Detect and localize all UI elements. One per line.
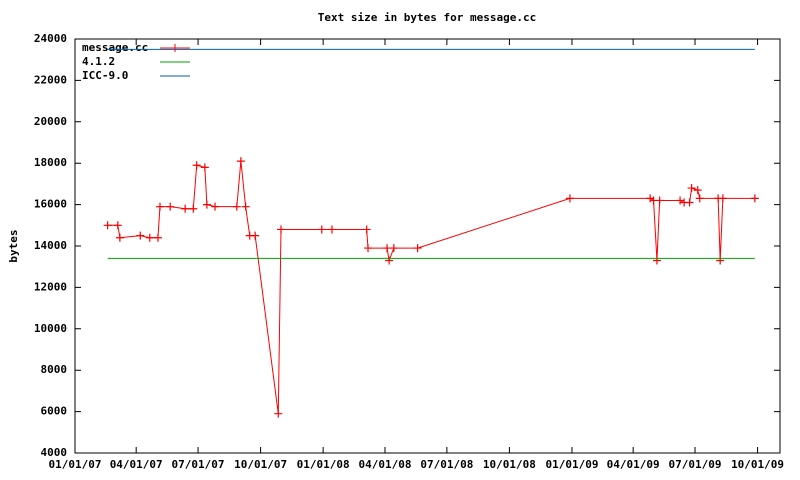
y-tick-label: 24000 <box>34 32 67 45</box>
data-point <box>687 184 696 193</box>
x-tick-label: 07/01/07 <box>172 458 225 471</box>
data-point <box>274 409 283 418</box>
y-tick-label: 10000 <box>34 322 67 335</box>
data-point <box>145 233 154 242</box>
data-point <box>189 204 198 213</box>
x-tick-label: 10/01/09 <box>731 458 784 471</box>
y-axis-label: bytes <box>7 229 20 262</box>
data-point <box>241 202 250 211</box>
series-line <box>107 161 755 414</box>
data-point <box>155 202 164 211</box>
data-point <box>364 244 373 253</box>
legend-label: ICC-9.0 <box>82 69 128 82</box>
data-point <box>565 194 574 203</box>
data-point <box>676 196 685 205</box>
x-tick-label: 10/01/07 <box>234 458 287 471</box>
x-tick-label: 07/01/08 <box>420 458 473 471</box>
data-point <box>202 200 211 209</box>
x-tick-label: 07/01/09 <box>669 458 722 471</box>
data-point <box>153 233 162 242</box>
data-point <box>103 221 112 230</box>
y-tick-label: 22000 <box>34 73 67 86</box>
legend-label: 4.1.2 <box>82 55 115 68</box>
y-tick-label: 18000 <box>34 156 67 169</box>
data-point <box>317 225 326 234</box>
data-point <box>716 256 725 265</box>
y-tick-label: 4000 <box>41 446 68 459</box>
data-point <box>166 202 175 211</box>
x-tick-label: 01/01/07 <box>49 458 102 471</box>
data-point <box>383 244 392 253</box>
legend-label: message.cc <box>82 41 148 54</box>
data-point <box>693 186 702 195</box>
data-point <box>276 225 285 234</box>
data-point <box>362 225 371 234</box>
x-tick-label: 01/01/08 <box>297 458 350 471</box>
data-point <box>251 231 260 240</box>
y-tick-label: 16000 <box>34 198 67 211</box>
data-point <box>232 202 241 211</box>
chart-title: Text size in bytes for message.cc <box>318 11 537 24</box>
x-tick-label: 04/01/07 <box>110 458 163 471</box>
data-point <box>750 194 759 203</box>
data-point <box>655 196 664 205</box>
data-point <box>695 194 704 203</box>
y-tick-label: 12000 <box>34 280 67 293</box>
y-tick-label: 8000 <box>41 363 68 376</box>
x-tick-label: 10/01/08 <box>483 458 536 471</box>
x-tick-label: 04/01/08 <box>359 458 412 471</box>
y-tick-label: 14000 <box>34 239 67 252</box>
data-point <box>192 161 201 170</box>
data-point <box>718 194 727 203</box>
data-point <box>211 202 220 211</box>
x-tick-label: 04/01/09 <box>607 458 660 471</box>
data-point <box>413 244 422 253</box>
data-point <box>136 231 145 240</box>
data-point <box>115 233 124 242</box>
data-point <box>181 204 190 213</box>
data-point <box>200 163 209 172</box>
x-tick-label: 01/01/09 <box>545 458 598 471</box>
plot-frame <box>74 38 781 454</box>
data-point <box>685 198 694 207</box>
data-point <box>652 256 661 265</box>
data-point <box>389 244 398 253</box>
y-tick-label: 6000 <box>41 405 68 418</box>
data-point <box>327 225 336 234</box>
data-point <box>236 157 245 166</box>
data-point <box>113 221 122 230</box>
legend-marker <box>171 44 179 52</box>
y-tick-label: 20000 <box>34 115 67 128</box>
data-point <box>385 256 394 265</box>
